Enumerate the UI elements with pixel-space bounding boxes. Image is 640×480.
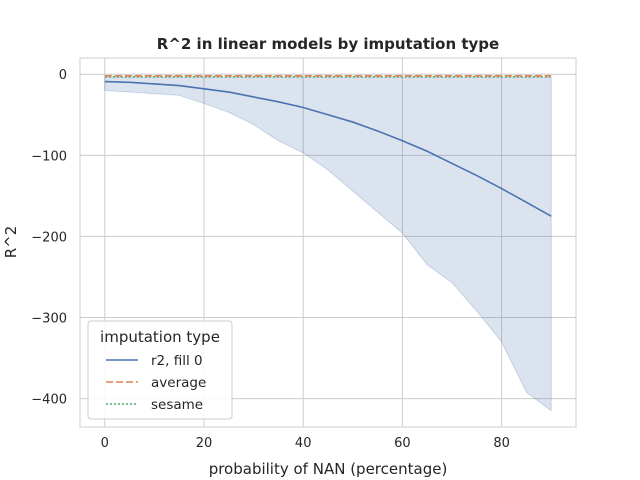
confidence-bands	[104, 76, 552, 412]
legend-entry: r2, fill 0	[151, 353, 203, 369]
legend-title: imputation type	[100, 328, 220, 346]
x-tick-label: 20	[196, 436, 213, 451]
x-axis-label: probability of NAN (percentage)	[209, 460, 448, 478]
legend-entry: sesame	[151, 397, 203, 413]
y-tick-label: 0	[59, 68, 67, 83]
series-lines	[104, 75, 552, 217]
confidence-band	[104, 76, 552, 412]
series-line	[104, 80, 552, 217]
legend-entry: average	[151, 375, 206, 391]
y-tick-label: −400	[31, 393, 67, 408]
tick-labels: 0 20 40 60 80 0 −100 −200 −300 −400	[31, 68, 510, 451]
x-tick-label: 0	[101, 436, 109, 451]
legend: imputation type r2, fill 0 average sesame	[87, 320, 233, 420]
chart-title: R^2 in linear models by imputation type	[157, 35, 499, 53]
y-tick-label: −100	[31, 149, 67, 164]
x-tick-label: 60	[394, 436, 411, 451]
y-axis-label: R^2	[2, 226, 20, 259]
x-tick-label: 80	[493, 436, 510, 451]
y-tick-label: −200	[31, 230, 67, 245]
x-tick-label: 40	[295, 436, 312, 451]
legend-box	[87, 320, 233, 420]
legend-items: r2, fill 0 average sesame	[106, 353, 206, 413]
y-tick-label: −300	[31, 312, 67, 327]
